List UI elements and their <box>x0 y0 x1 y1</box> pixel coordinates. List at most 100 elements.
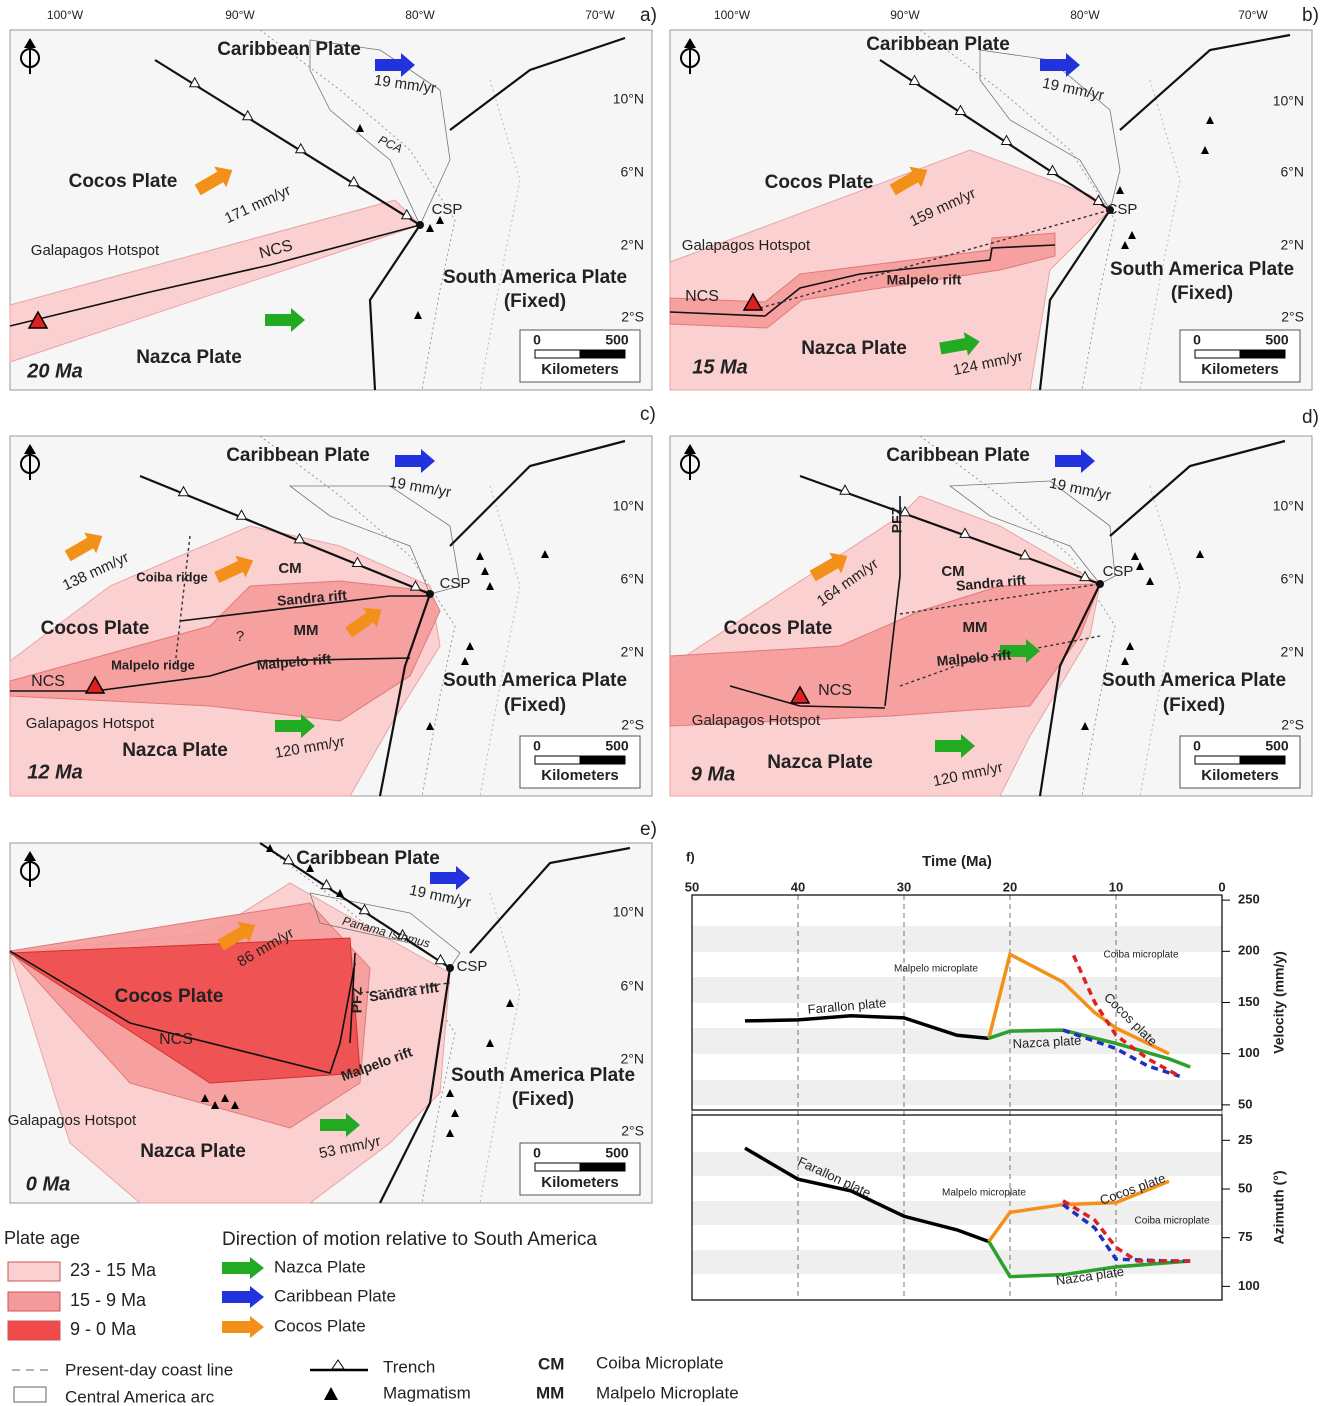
map-label: Caribbean Plate <box>226 445 370 466</box>
trench <box>154 59 421 226</box>
map-label: Galapagos Hotspot <box>26 715 155 732</box>
map-label: (Fixed) <box>512 1089 574 1110</box>
map-label: 12 Ma <box>27 761 83 783</box>
motion-arrow <box>939 332 980 356</box>
longitude-label: 90°W <box>890 8 920 22</box>
latitude-label: 10°N <box>613 904 644 920</box>
trench <box>469 846 631 954</box>
map-label: Cocos Plate <box>115 986 224 1007</box>
plate-boundary <box>729 685 886 709</box>
magmatism <box>1128 231 1136 239</box>
map-label: CM <box>278 560 301 577</box>
magmatism <box>231 1101 239 1109</box>
longitude-label: 80°W <box>405 8 435 22</box>
x-tick-label: 10 <box>1109 879 1123 894</box>
motion-arrow <box>1040 53 1080 77</box>
map-label: Malpelo rift <box>936 646 1012 668</box>
map-label: South America Plate <box>1102 670 1286 691</box>
map-label: CSP <box>457 958 488 975</box>
legend-item: Nazca Plate <box>274 1257 366 1276</box>
scale-label: 0 <box>1193 738 1201 754</box>
scale-label: 0 <box>1193 332 1201 348</box>
chart-bands <box>692 926 1222 1274</box>
panel-label: f) <box>686 849 695 864</box>
scale-label: Kilometers <box>541 361 619 378</box>
map-panel: 0 500 Kilometers d) 10°N 6°N 2°N 2°S Caribbean P… <box>669 407 1319 797</box>
y-tick-label: 25 <box>1238 1132 1252 1147</box>
legend-item: Central America arc <box>65 1387 215 1406</box>
series-line <box>744 1146 990 1244</box>
scale-label: 0 <box>533 1145 541 1161</box>
scale-bar <box>579 349 626 359</box>
trench-tooth <box>188 76 201 88</box>
panel-label: e) <box>640 819 657 840</box>
x-tick-label: 50 <box>685 879 699 894</box>
motion-arrow <box>395 449 435 473</box>
map-label: Caribbean Plate <box>866 34 1010 55</box>
trench-symbol <box>331 1359 345 1370</box>
series-line <box>987 951 1170 1056</box>
map-label: Nazca Plate <box>801 338 907 359</box>
latitude-label: 10°N <box>1273 498 1304 514</box>
scale-label: Kilometers <box>1201 361 1279 378</box>
trench-tooth <box>358 903 371 915</box>
panel-label: c) <box>640 404 656 425</box>
band <box>692 1080 1222 1105</box>
series-label: Malpelo microplate <box>942 1188 1026 1199</box>
map-label: Cocos Plate <box>69 171 178 192</box>
band <box>692 1250 1222 1274</box>
magmatism <box>266 844 274 852</box>
scale-bar <box>1194 349 1241 359</box>
arrow-symbol <box>222 1286 264 1308</box>
magmatism <box>426 722 434 730</box>
trench-tooth <box>1092 194 1105 205</box>
csp-point <box>426 590 434 598</box>
trench-tooth <box>409 580 422 591</box>
trench-tooth <box>320 878 333 890</box>
motion-arrow <box>275 714 315 738</box>
y-tick-label: 100 <box>1238 1045 1260 1060</box>
north-arrow <box>684 444 696 454</box>
map-label: 9 Ma <box>691 763 735 785</box>
hotspot <box>84 675 106 694</box>
longitude-label: 90°W <box>225 8 255 22</box>
motion-arrow <box>345 607 382 638</box>
plate-age-15-9 <box>9 580 441 722</box>
y-tick-label: 250 <box>1238 892 1260 907</box>
motion-arrow <box>935 734 975 758</box>
y-tick-label: 150 <box>1238 994 1260 1009</box>
magmatism <box>446 1129 454 1137</box>
north-arrow <box>24 444 36 454</box>
map-label: CSP <box>1103 563 1134 580</box>
map-label: South America Plate <box>1110 259 1294 280</box>
map-label: Nazca Plate <box>122 740 228 761</box>
legend-item: Trench <box>383 1357 435 1376</box>
longitude-label: 80°W <box>1070 8 1100 22</box>
trench <box>449 36 626 131</box>
latitude-label: 2°N <box>621 644 645 660</box>
y-tick-label: 75 <box>1238 1229 1252 1244</box>
band <box>692 977 1222 1003</box>
rift-line <box>174 535 191 667</box>
series-label: Coiba microplate <box>1103 950 1178 961</box>
scale-label: Kilometers <box>541 1174 619 1191</box>
coastline <box>1139 79 1181 391</box>
longitude-label: 70°W <box>1238 8 1268 22</box>
map-label: Cocos Plate <box>765 172 874 193</box>
latitude-label: 2°N <box>621 1051 645 1067</box>
latitude-label: 6°N <box>621 571 645 587</box>
trench-tooth <box>294 142 307 154</box>
magmatism <box>486 1039 494 1047</box>
legend-item: Present-day coast line <box>65 1360 233 1379</box>
legend-item: Cocos Plate <box>274 1316 366 1335</box>
map-label: Malpelo rift <box>256 650 332 672</box>
magmatism <box>356 124 364 132</box>
map-label: Galapagos Hotspot <box>692 712 821 729</box>
map-label: CM <box>941 563 964 580</box>
scale-bar <box>1239 349 1286 359</box>
map-label: (Fixed) <box>1171 283 1233 304</box>
map-label: NCS <box>159 1031 193 1048</box>
x-tick-label: 20 <box>1003 879 1017 894</box>
scale-label: 500 <box>1265 738 1289 754</box>
series-line <box>987 1240 1191 1279</box>
